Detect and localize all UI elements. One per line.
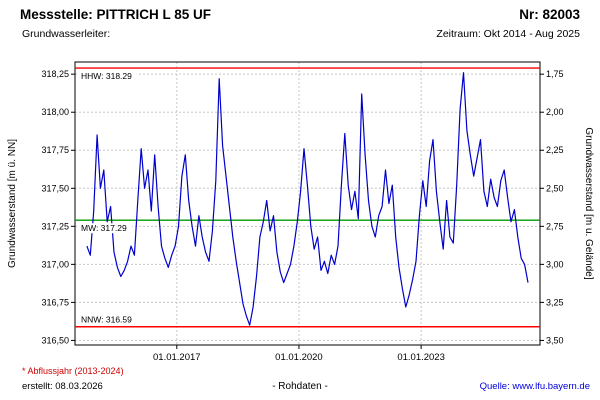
reference-line-label-hhw: HHW: 318.29 bbox=[81, 71, 132, 81]
plot-border bbox=[74, 61, 541, 346]
aquifer-label: Grundwasserleiter: bbox=[22, 28, 111, 40]
reference-line-label-mw: MW: 317.29 bbox=[81, 223, 127, 233]
reference-line-label-nnw: NNW: 316.59 bbox=[81, 315, 132, 325]
created-date: erstellt: 08.03.2026 bbox=[22, 381, 103, 392]
y-axis-right-tick-label: 2,00 bbox=[546, 107, 564, 117]
y-axis-right-title: Grundwasserstand [m u. Gelände] bbox=[583, 127, 594, 280]
x-axis-tick-label: 01.01.2023 bbox=[397, 352, 445, 363]
y-axis-left-tick-label: 318,00 bbox=[41, 107, 69, 117]
y-axis-right-tick-label: 3,00 bbox=[546, 259, 564, 269]
y-axis-left-tick-label: 317,25 bbox=[41, 221, 69, 231]
y-axis-left-tick-label: 317,00 bbox=[41, 259, 69, 269]
data-line bbox=[86, 72, 529, 326]
y-axis-right-tick-label: 2,75 bbox=[546, 221, 564, 231]
source-link[interactable]: www.lfu.bayern.de bbox=[512, 381, 590, 392]
y-axis-right-tick-label: 3,50 bbox=[546, 335, 564, 345]
y-axis-left-tick-label: 316,50 bbox=[41, 335, 69, 345]
source-label: Quelle: bbox=[479, 381, 510, 392]
source: Quelle: www.lfu.bayern.de bbox=[480, 381, 590, 392]
footnote-abflussjahr: * Abflussjahr (2013-2024) bbox=[22, 366, 124, 376]
y-axis-left-tick-label: 318,25 bbox=[41, 69, 69, 79]
x-axis-tick-label: 01.01.2020 bbox=[275, 352, 323, 363]
reference-label-bg bbox=[79, 314, 137, 325]
x-axis-tick-label: 01.01.2017 bbox=[153, 352, 201, 363]
reference-label-bg bbox=[79, 71, 137, 82]
y-axis-right-tick-label: 1,75 bbox=[546, 69, 564, 79]
y-axis-left-tick-label: 316,75 bbox=[41, 297, 69, 307]
data-type-label: - Rohdaten - bbox=[272, 381, 328, 392]
station-number: Nr: 82003 bbox=[519, 7, 580, 22]
y-axis-left-title: Grundwasserstand [m ü. NN] bbox=[7, 139, 18, 268]
period-label: Zeitraum: Okt 2014 - Aug 2025 bbox=[436, 28, 580, 40]
y-axis-right-tick-label: 2,25 bbox=[546, 145, 564, 155]
y-axis-right-tick-label: 3,25 bbox=[546, 297, 564, 307]
y-axis-left-tick-label: 317,50 bbox=[41, 183, 69, 193]
reference-label-bg bbox=[79, 223, 132, 234]
page-title: Messstelle: PITTRICH L 85 UF bbox=[20, 7, 212, 22]
y-axis-right-tick-label: 2,50 bbox=[546, 183, 564, 193]
y-axis-left-tick-label: 317,75 bbox=[41, 145, 69, 155]
